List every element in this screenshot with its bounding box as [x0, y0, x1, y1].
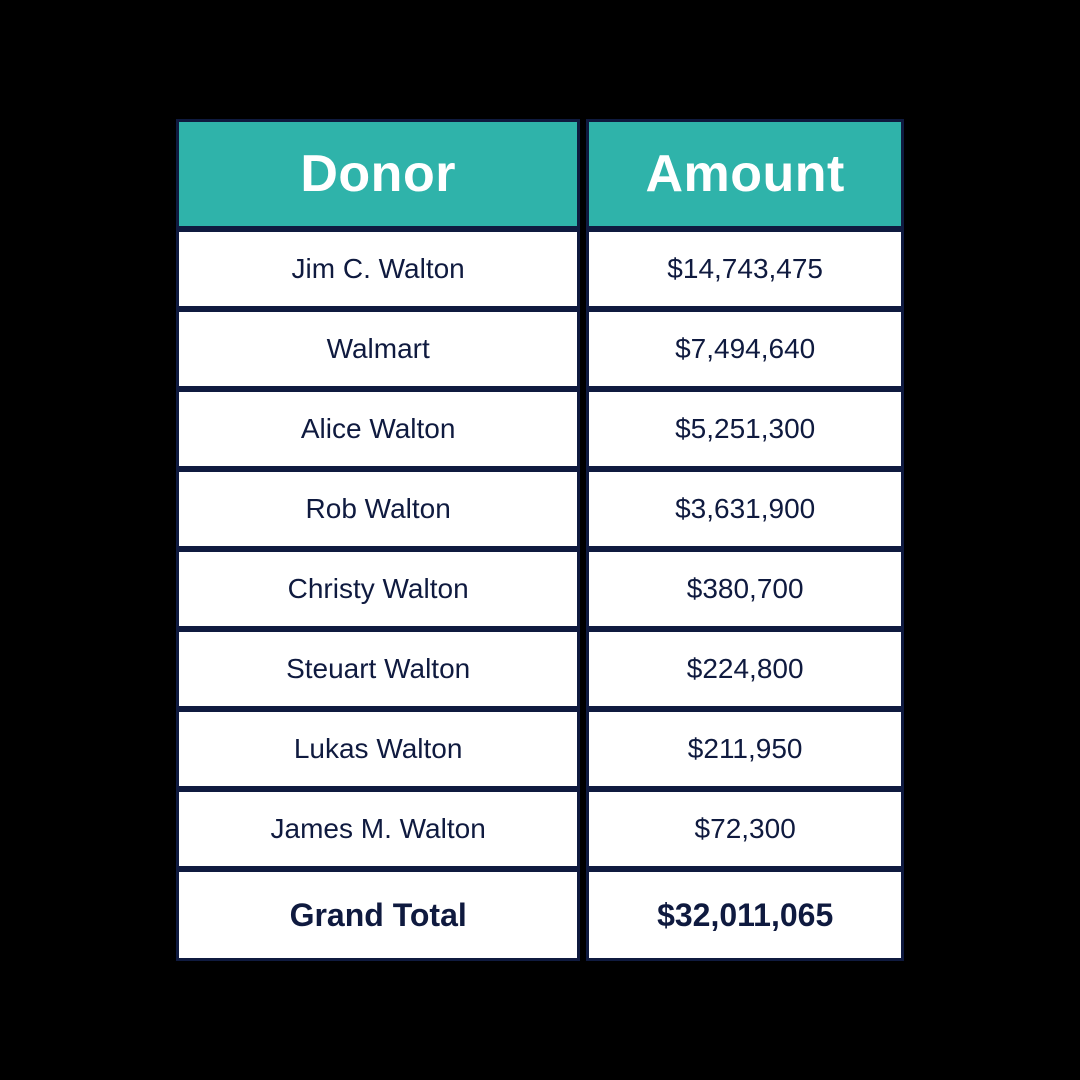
donor-table: Donor Amount Jim C. Walton $14,743,475 W…	[170, 119, 910, 961]
table-header-row: Donor Amount	[176, 119, 904, 229]
table-row: Alice Walton $5,251,300	[176, 389, 904, 469]
table-row: Walmart $7,494,640	[176, 309, 904, 389]
donor-cell: Rob Walton	[176, 469, 580, 549]
amount-cell: $7,494,640	[586, 309, 904, 389]
donor-cell: Jim C. Walton	[176, 229, 580, 309]
table-row: Jim C. Walton $14,743,475	[176, 229, 904, 309]
grand-total-amount: $32,011,065	[586, 869, 904, 961]
amount-cell: $72,300	[586, 789, 904, 869]
amount-cell: $224,800	[586, 629, 904, 709]
donor-cell: Christy Walton	[176, 549, 580, 629]
amount-cell: $211,950	[586, 709, 904, 789]
table-row: Christy Walton $380,700	[176, 549, 904, 629]
donor-cell: Steuart Walton	[176, 629, 580, 709]
amount-cell: $3,631,900	[586, 469, 904, 549]
column-header-donor: Donor	[176, 119, 580, 229]
table-row: James M. Walton $72,300	[176, 789, 904, 869]
amount-cell: $380,700	[586, 549, 904, 629]
donor-cell: Walmart	[176, 309, 580, 389]
column-header-amount: Amount	[586, 119, 904, 229]
table-total-row: Grand Total $32,011,065	[176, 869, 904, 961]
table-row: Steuart Walton $224,800	[176, 629, 904, 709]
donor-cell: Lukas Walton	[176, 709, 580, 789]
table-row: Rob Walton $3,631,900	[176, 469, 904, 549]
donor-cell: James M. Walton	[176, 789, 580, 869]
donor-cell: Alice Walton	[176, 389, 580, 469]
grand-total-label: Grand Total	[176, 869, 580, 961]
table-row: Lukas Walton $211,950	[176, 709, 904, 789]
amount-cell: $5,251,300	[586, 389, 904, 469]
amount-cell: $14,743,475	[586, 229, 904, 309]
